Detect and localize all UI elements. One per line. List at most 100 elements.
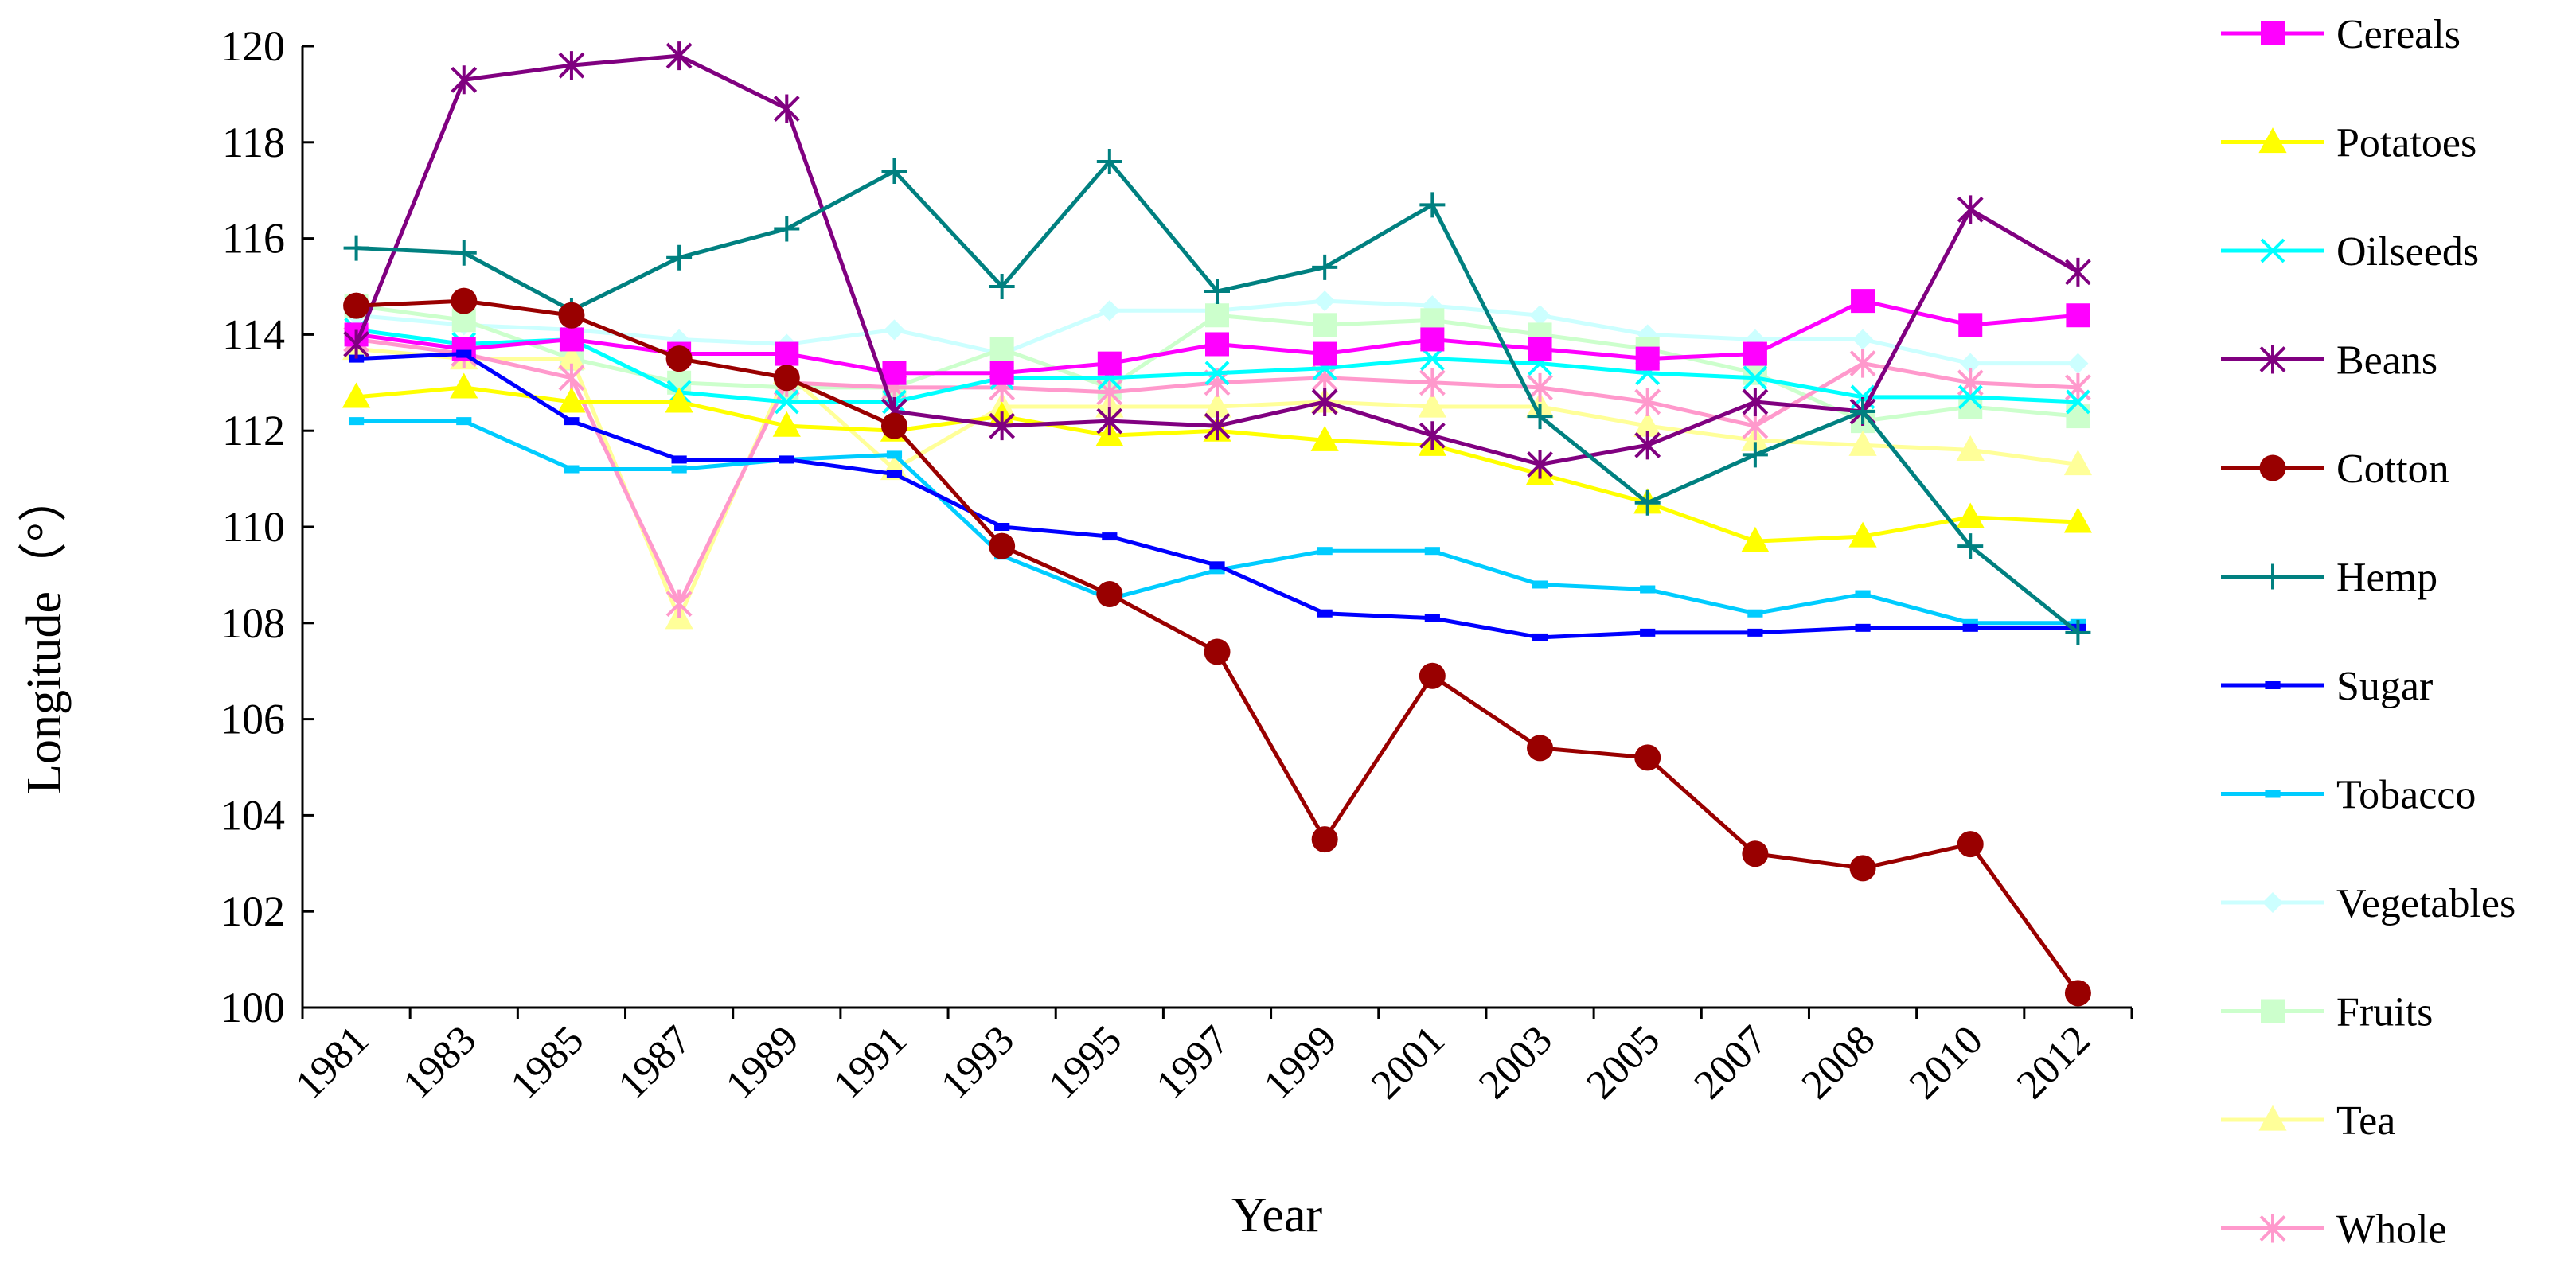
data-point (774, 216, 800, 242)
data-point (1848, 430, 1877, 456)
data-point (1634, 744, 1661, 771)
x-tick-label: 1993 (932, 1017, 1023, 1108)
data-point (2259, 345, 2286, 374)
data-point (2064, 257, 2091, 287)
data-point (2066, 303, 2090, 328)
y-tick-label: 112 (222, 407, 285, 454)
legend-item-tea: Tea (2221, 1098, 2395, 1144)
data-point (1527, 372, 1553, 402)
data-point (451, 287, 478, 314)
data-point (2262, 892, 2283, 913)
legend: Cereals Potatoes Oilseeds Beans Cotton Hemp Su… (2221, 12, 2516, 1253)
data-point (1742, 411, 1769, 441)
data-point (881, 158, 907, 185)
data-point (1420, 327, 1445, 352)
data-point (1956, 502, 1985, 528)
data-point (1418, 392, 1446, 418)
legend-item-sugar: Sugar (2221, 664, 2433, 709)
data-point (2265, 681, 2281, 689)
data-point (1640, 585, 1656, 594)
data-point (665, 345, 693, 372)
series-sugar (348, 349, 2086, 641)
legend-item-potatoes: Potatoes (2221, 121, 2476, 166)
data-point (2065, 619, 2091, 645)
x-tick-label: 2012 (2008, 1017, 2099, 1108)
data-point (1747, 609, 1763, 618)
data-point (1419, 192, 1446, 218)
y-tick-label: 118 (222, 119, 285, 166)
data-point (1317, 547, 1333, 556)
data-point (1957, 384, 1983, 410)
data-point (2064, 980, 2091, 1007)
data-point (880, 412, 907, 439)
x-tick-label: 2007 (1686, 1017, 1777, 1108)
data-point (1532, 633, 1548, 641)
data-point (671, 465, 687, 474)
data-point (1099, 300, 1120, 322)
data-point (348, 417, 365, 426)
x-tick-label: 1995 (1040, 1017, 1130, 1108)
legend-item-oilseeds: Oilseeds (2221, 229, 2479, 275)
data-point (348, 354, 365, 363)
data-point (343, 235, 369, 261)
data-point (1204, 638, 1231, 665)
y-axis-title: Longitude（°） (18, 473, 72, 794)
data-point (1957, 831, 1984, 858)
legend-label: Tobacco (2336, 773, 2476, 818)
data-point (774, 389, 799, 415)
data-point (2258, 1105, 2287, 1131)
data-point (456, 417, 472, 426)
y-tick-label: 116 (222, 215, 285, 263)
series-layer (342, 41, 2093, 1007)
data-point (558, 302, 585, 329)
data-point (994, 523, 1010, 531)
data-point (2063, 507, 2093, 533)
data-point (2063, 450, 2093, 476)
data-point (1205, 332, 1229, 357)
data-point (342, 382, 371, 408)
data-point (2066, 404, 2090, 429)
y-tick-label: 108 (221, 599, 285, 647)
data-point (1424, 547, 1440, 556)
x-tick-label: 1997 (1148, 1017, 1239, 1108)
legend-label: Beans (2336, 338, 2437, 384)
series-whole (343, 325, 2091, 618)
legend-label: Oilseeds (2336, 229, 2479, 275)
x-tick-label: 1999 (1255, 1017, 1346, 1108)
y-tick-label: 102 (221, 887, 285, 935)
data-point (886, 450, 903, 459)
data-point (2258, 127, 2287, 154)
data-point (1958, 313, 1983, 337)
data-point (2261, 21, 2285, 45)
data-point (1850, 399, 1876, 425)
x-tick-label: 1985 (502, 1017, 593, 1108)
data-point (1960, 353, 1981, 374)
data-point (1313, 341, 1337, 366)
data-point (775, 341, 799, 366)
data-point (1634, 431, 1661, 460)
data-point (1529, 305, 1551, 326)
data-point (1743, 365, 1768, 391)
data-point (1419, 368, 1446, 397)
data-point (989, 337, 1014, 361)
data-point (1311, 387, 1338, 416)
data-point (1204, 361, 1230, 386)
data-point (772, 411, 801, 437)
data-point (1741, 526, 1770, 552)
data-point (1203, 392, 1231, 418)
data-point (1956, 435, 1985, 461)
legend-item-cereals: Cereals (2221, 12, 2461, 57)
legend-label: Vegetables (2336, 881, 2516, 926)
data-point (989, 274, 1015, 299)
series-cotton (343, 287, 2091, 1007)
data-point (1851, 289, 1875, 314)
legend-label: Potatoes (2336, 121, 2476, 166)
data-point (1205, 303, 1229, 328)
data-point (1962, 623, 1978, 632)
legend-item-tobacco: Tobacco (2221, 773, 2476, 818)
data-point (1527, 404, 1553, 430)
data-point (1096, 148, 1122, 174)
data-point (1312, 254, 1338, 280)
data-point (1855, 623, 1871, 632)
data-point (2259, 1214, 2286, 1243)
